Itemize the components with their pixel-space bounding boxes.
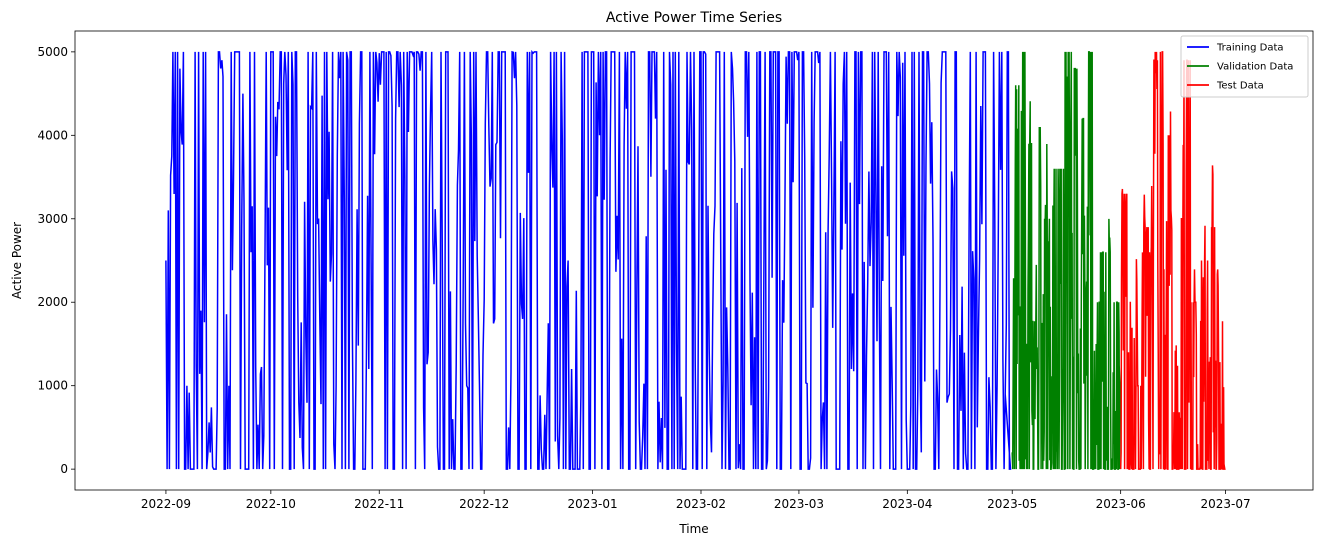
series-test-data — [1119, 51, 1226, 470]
x-tick-label: 2023-06 — [1096, 497, 1146, 511]
legend-entry: Test Data — [1216, 81, 1264, 92]
x-tick-label: 2022-12 — [459, 497, 509, 511]
y-axis-label: Active Power — [10, 222, 24, 299]
y-tick-label: 1000 — [37, 379, 68, 393]
axes-layer: 2022-09 2022-10 2022-11 2022-12 2023-01 2023-… — [37, 30, 1314, 511]
legend-box — [1180, 35, 1309, 98]
x-tick-label: 2023-03 — [774, 497, 824, 511]
legend-entry: Validation Data — [1217, 62, 1293, 73]
y-tick-label: 4000 — [37, 128, 68, 142]
series-layer — [165, 49, 1226, 470]
x-tick-label: 2023-05 — [987, 497, 1037, 511]
series-line — [1011, 51, 1121, 470]
x-axis-label: Time — [678, 522, 708, 536]
chart-title: Active Power Time Series — [606, 10, 782, 26]
x-tick-label: 2022-09 — [141, 497, 191, 511]
x-tick-label: 2022-10 — [246, 497, 296, 511]
legend-entry: Training Data — [1216, 43, 1284, 54]
x-tick-label: 2023-02 — [676, 497, 726, 511]
y-tick-label: 5000 — [37, 45, 68, 59]
series-training-data — [165, 49, 1012, 470]
y-tick-label: 2000 — [37, 295, 68, 309]
x-tick-label: 2022-11 — [354, 497, 404, 511]
y-tick-label: 3000 — [37, 212, 68, 226]
series-line — [165, 49, 1012, 470]
x-tick-label: 2023-07 — [1201, 497, 1251, 511]
series-line — [1119, 51, 1226, 470]
plot-frame — [74, 30, 1314, 491]
x-tick-label: 2023-04 — [882, 497, 932, 511]
legend: Training Data Validation Data Test Data — [1180, 35, 1309, 98]
x-tick-label: 2023-01 — [568, 497, 618, 511]
series-validation-data — [1011, 51, 1121, 470]
y-tick-label: 0 — [60, 462, 68, 476]
